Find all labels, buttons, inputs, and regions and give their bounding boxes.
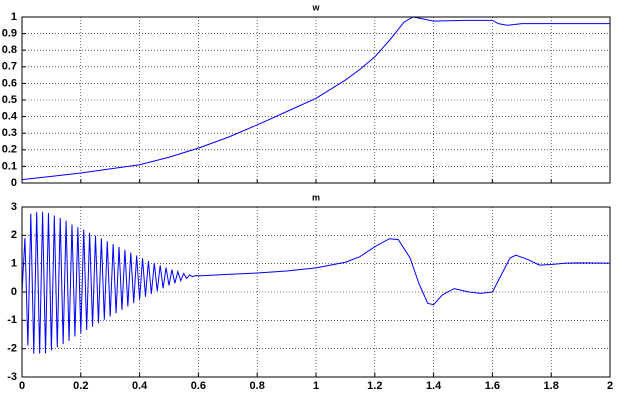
y-tick-label: 0.9 <box>2 28 17 40</box>
y-tick-label: 2 <box>11 229 17 241</box>
data-line <box>21 211 611 354</box>
plot-frame <box>21 206 611 378</box>
y-tick-label: 0.2 <box>2 144 17 156</box>
x-tick-label: 0.6 <box>191 380 206 392</box>
y-tick-label: -3 <box>7 371 17 383</box>
data-line <box>21 16 610 181</box>
x-tick-label: 0 <box>19 380 25 392</box>
x-tick-label: 0.8 <box>250 380 265 392</box>
y-tick-label: 0.4 <box>2 111 18 123</box>
y-tick-label: 0.5 <box>2 94 17 106</box>
y-tick-label: 0 <box>11 177 17 189</box>
y-tick-label: 0 <box>11 286 17 298</box>
y-tick-label: 0.8 <box>2 44 17 56</box>
x-tick-label: 1.6 <box>485 380 500 392</box>
plot-frame <box>21 16 611 184</box>
y-tick-label: 3 <box>11 201 17 213</box>
x-tick-label: 1.4 <box>426 380 442 392</box>
x-tick-label: 2 <box>607 380 613 392</box>
y-tick-label: 0.1 <box>2 160 17 172</box>
x-tick-label: 0.4 <box>132 380 148 392</box>
x-tick-label: 1 <box>313 380 319 392</box>
chart-title: w <box>311 2 320 12</box>
y-tick-label: 1 <box>11 11 17 23</box>
y-tick-label: 0.7 <box>2 61 17 73</box>
y-tick-label: 1 <box>11 258 17 270</box>
y-tick-label: -2 <box>7 343 17 355</box>
y-tick-label: 0.3 <box>2 127 17 139</box>
x-tick-label: 1.2 <box>367 380 382 392</box>
y-tick-label: -1 <box>7 314 17 326</box>
chart-title: m <box>312 192 320 202</box>
x-tick-label: 0.2 <box>73 380 88 392</box>
y-tick-label: 0.6 <box>2 77 17 89</box>
x-tick-label: 1.8 <box>544 380 559 392</box>
